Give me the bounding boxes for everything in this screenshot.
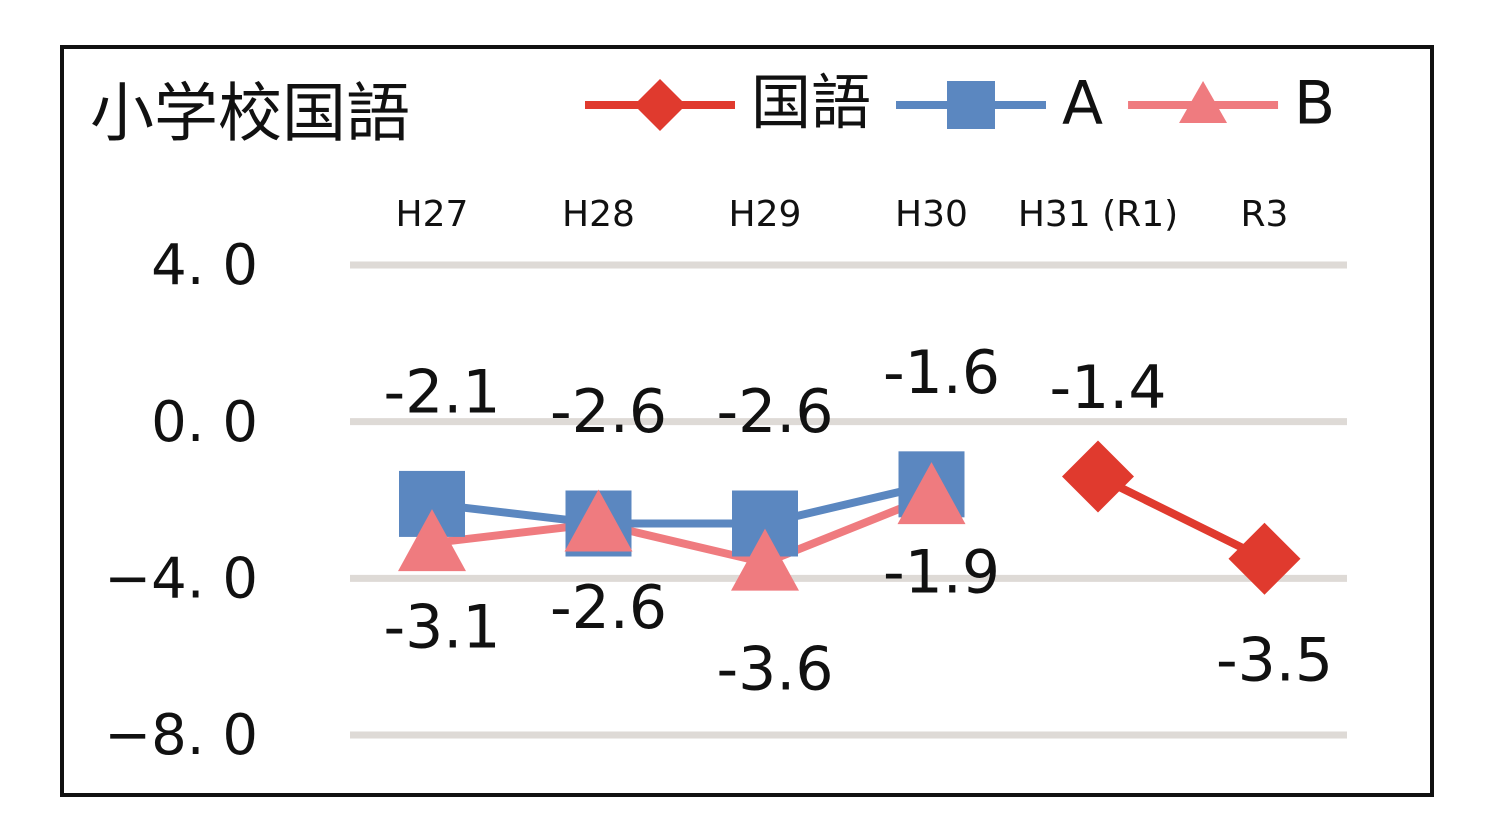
legend-label: A: [1062, 69, 1103, 139]
data-point: [1228, 522, 1301, 595]
x-tick-label: H28: [562, 194, 635, 235]
data-label: -1.9: [883, 538, 1000, 608]
y-tick-label: −4. 0: [104, 546, 258, 611]
chart-title: 小学校国語: [90, 78, 410, 152]
y-tick-label: 0. 0: [151, 390, 258, 455]
data-label: -3.5: [1216, 625, 1333, 695]
y-tick-label: −8. 0: [104, 703, 258, 768]
data-label: -2.6: [716, 377, 833, 447]
data-label: -2.6: [550, 573, 667, 643]
x-tick-label: H29: [729, 194, 802, 235]
legend-marker: [947, 81, 995, 129]
series-line: [431, 492, 933, 567]
x-tick-label: R3: [1241, 194, 1289, 235]
series-line: [1096, 472, 1267, 563]
data-label: -3.1: [383, 593, 500, 663]
y-tick-label: 4. 0: [151, 233, 258, 298]
legend-marker: [634, 79, 686, 131]
series-line: [431, 480, 933, 528]
data-point: [731, 528, 799, 591]
legend-marker: [1179, 81, 1228, 123]
x-tick-label: H30: [895, 194, 968, 235]
data-point: [398, 509, 466, 572]
data-point: [897, 462, 966, 525]
data-point: [564, 489, 633, 552]
data-label: -1.4: [1049, 353, 1166, 423]
x-tick-label: H27: [396, 194, 469, 235]
x-tick-label: H31 (R1): [1018, 194, 1178, 235]
data-label: -2.6: [550, 377, 667, 447]
data-label: -1.6: [883, 338, 1000, 408]
data-label: -2.1: [383, 358, 500, 428]
legend-label: B: [1294, 69, 1335, 139]
legend-label: 国語: [751, 69, 871, 139]
data-point: [1062, 440, 1134, 513]
data-label: -3.6: [716, 634, 833, 704]
